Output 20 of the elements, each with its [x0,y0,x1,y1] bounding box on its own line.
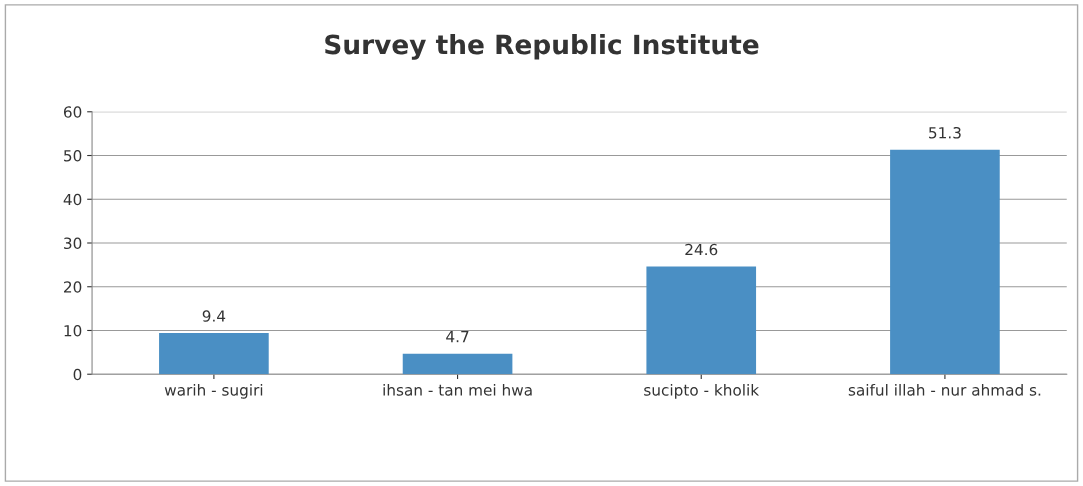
x-tick-label: warih - sugiri [164,383,263,399]
x-tick-label: saiful illah - nur ahmad s. [848,383,1041,396]
bar [890,149,1000,375]
y-tick-label: 10 [64,324,82,337]
data-label: 51.3 [929,126,961,139]
y-tick-label: 20 [64,281,82,293]
bar [159,333,269,375]
y-tick-label: 60 [63,106,82,118]
data-label: 24.6 [685,243,718,256]
y-tick-label: 30 [64,237,82,250]
y-tick-label: 40 [63,193,82,206]
bar [646,266,757,375]
y-tick-label: 0 [73,368,82,381]
bar [402,353,513,375]
data-label: 9.4 [202,310,226,322]
data-label: 4.7 [446,331,469,343]
y-tick-label: 50 [64,149,82,162]
chart-title: Survey the Republic Institute [325,34,759,60]
x-tick-label: ihsan - tan mei hwa [383,383,532,396]
x-tick-label: sucipto - kholik [644,383,760,399]
